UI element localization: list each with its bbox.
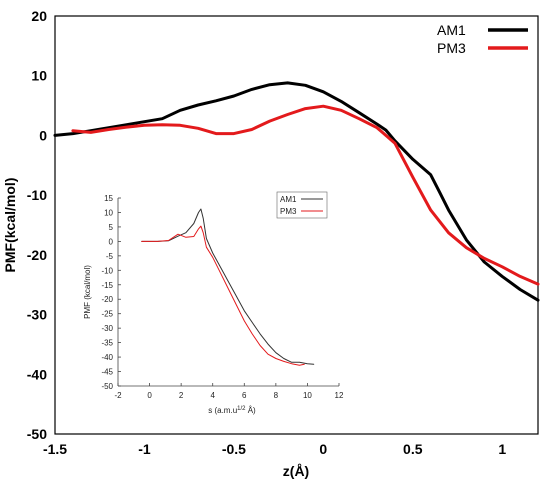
legend-label-pm3: PM3 (437, 40, 466, 56)
inset-x-tick-label: 6 (242, 391, 247, 400)
legend-label-am1: AM1 (437, 22, 466, 38)
inset-axes: -2 0 2 4 6 8 10 12151050-5-10-15-20-25-30-35-40… (101, 194, 344, 400)
main-series-pm3-line (71, 104, 540, 286)
inset-x-tick-label: 4 (210, 391, 215, 400)
main-x-tick-label: 1 (498, 441, 506, 457)
inset-plot: -2 0 2 4 6 8 10 12151050-5-10-15-20-25-30-35-40… (83, 191, 344, 415)
inset-x-tick-label: 12 (335, 391, 344, 400)
inset-y-tick-label: 5 (109, 223, 114, 232)
inset-y-tick-label: -10 (101, 266, 113, 275)
inset-y-tick-label: -50 (101, 382, 113, 391)
inset-legend-label-am1: AM1 (280, 195, 297, 204)
main-legend: AM1 PM3 (437, 22, 528, 56)
inset-x-tick-label: 8 (274, 391, 279, 400)
main-y-tick-label: -10 (27, 187, 47, 203)
main-x-tick-label: -1.5 (43, 441, 67, 457)
main-x-tick-label: 0 (319, 441, 327, 457)
inset-x-tick-label: 2 (179, 391, 184, 400)
inset-y-tick-label: -25 (101, 310, 113, 319)
inset-xlabel-main: s (a.m.u (208, 406, 237, 415)
main-x-tick-label: -0.5 (222, 441, 246, 457)
main-y-tick-label: -40 (27, 366, 47, 382)
inset-y-tick-label: 0 (109, 237, 114, 246)
main-ylabel: PMF(kcal/mol) (2, 178, 18, 273)
inset-y-tick-label: 15 (104, 194, 113, 203)
inset-ylabel: PMF (kcal/mol) (83, 265, 92, 319)
inset-x-tick-label: 10 (303, 391, 312, 400)
main-xlabel: z(Å) (283, 463, 309, 479)
main-y-tick-label: 0 (39, 127, 47, 143)
main-x-tick-label: 0.5 (403, 441, 423, 457)
inset-series-pm3-line (141, 225, 305, 366)
inset-y-tick-label: -20 (101, 295, 113, 304)
main-x-tick-label: -1 (138, 441, 151, 457)
inset-legend-label-pm3: PM3 (280, 207, 297, 216)
main-y-tick-label: -20 (27, 247, 47, 263)
inset-legend-box (276, 191, 328, 219)
inset-xlabel: s (a.m.u1/2 Å) (208, 406, 256, 415)
inset-legend: AM1 PM3 (276, 191, 328, 219)
inset-y-tick-label: -30 (101, 324, 113, 333)
inset-y-tick-label: -40 (101, 353, 113, 362)
inset-y-tick-label: -15 (101, 281, 113, 290)
inset-x-tick-label: -2 (114, 391, 122, 400)
inset-series (141, 208, 315, 366)
inset-y-tick-label: -5 (106, 252, 114, 261)
inset-y-tick-label: 10 (104, 208, 113, 217)
main-plot-frame (54, 15, 539, 435)
inset-plot-background (115, 198, 339, 386)
main-y-tick-label: 20 (31, 8, 47, 24)
inset-x-tick-label: 0 (147, 391, 152, 400)
main-y-tick-label: -50 (27, 426, 47, 442)
inset-xlabel-end: Å) (246, 406, 257, 415)
main-y-tick-label: -30 (27, 307, 47, 323)
main-series-am1-line (53, 81, 540, 302)
inset-y-tick-label: -45 (101, 368, 113, 377)
inset-series-am1-line (141, 208, 315, 365)
inset-y-tick-label: -35 (101, 339, 113, 348)
main-series (53, 81, 540, 302)
inset-xlabel-sup: 1/2 (237, 406, 246, 412)
main-y-tick-label: 10 (31, 68, 47, 84)
